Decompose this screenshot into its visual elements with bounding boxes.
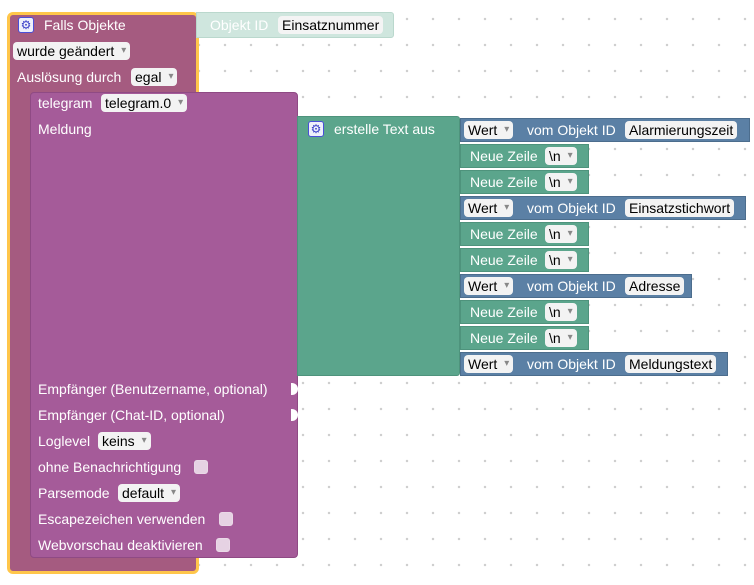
meldung-label: Meldung [38,121,92,137]
objekt-field-2[interactable]: Einsatzstichwort [625,199,735,217]
objekt-id-field[interactable]: Einsatznummer [278,16,384,34]
trigger-title: Falls Objekte [44,17,126,33]
newline-label-5: Neue Zeile [470,304,538,320]
escapezeichen-label: Escapezeichen verwenden [38,511,206,527]
text-builder-block[interactable] [297,116,460,376]
parsemode-label: Parsemode [38,485,110,501]
webvorschau-checkbox[interactable] [216,538,230,552]
telegram-block[interactable] [30,92,298,558]
text-builder-title: erstelle Text aus [334,121,435,137]
newline-dropdown-2[interactable]: \n [545,173,577,191]
ohne-benachrichtigung-checkbox[interactable] [194,460,208,474]
loglevel-label: Loglevel [38,433,91,449]
newline-label-4: Neue Zeile [470,252,538,268]
escapezeichen-checkbox[interactable] [219,512,233,526]
vom-objekt-label-2: vom Objekt ID [527,200,616,216]
objekt-id-label: Objekt ID [210,17,269,33]
objekt-field-4[interactable]: Meldungstext [625,355,717,373]
objekt-field-3[interactable]: Adresse [625,277,685,295]
newline-dropdown-3[interactable]: \n [545,225,577,243]
wert-dropdown-2[interactable]: Wert [464,199,514,217]
newline-label-6: Neue Zeile [470,330,538,346]
empfaenger-chat-label: Empfänger (Chat-ID, optional) [38,407,225,423]
wert-dropdown-1[interactable]: Wert [464,121,514,139]
empfaenger-chat-socket[interactable] [291,409,298,421]
newline-dropdown-4[interactable]: \n [545,251,577,269]
newline-dropdown-1[interactable]: \n [545,147,577,165]
newline-label-1: Neue Zeile [470,148,538,164]
auslosung-dropdown[interactable]: egal [131,68,178,86]
vom-objekt-label-3: vom Objekt ID [527,278,616,294]
newline-label-2: Neue Zeile [470,174,538,190]
auslosung-label: Auslösung durch [17,69,122,85]
loglevel-dropdown[interactable]: keins [98,432,151,450]
wert-dropdown-4[interactable]: Wert [464,355,514,373]
parsemode-dropdown[interactable]: default [118,484,181,502]
newline-label-3: Neue Zeile [470,226,538,242]
newline-dropdown-6[interactable]: \n [545,329,577,347]
telegram-instance-dropdown[interactable]: telegram.0 [101,94,188,112]
ohne-benachrichtigung-label: ohne Benachrichtigung [38,459,182,475]
newline-dropdown-5[interactable]: \n [545,303,577,321]
wert-dropdown-3[interactable]: Wert [464,277,514,295]
objekt-field-1[interactable]: Alarmierungszeit [625,121,738,139]
empfaenger-user-socket[interactable] [291,383,298,395]
telegram-label: telegram [38,95,93,111]
trigger-gear-icon[interactable]: ⚙ [18,17,34,33]
webvorschau-label: Webvorschau deaktivieren [38,537,203,553]
vom-objekt-label-4: vom Objekt ID [527,356,616,372]
vom-objekt-label-1: vom Objekt ID [527,122,616,138]
event-dropdown[interactable]: wurde geändert [13,42,131,60]
text-builder-gear-icon[interactable]: ⚙ [308,121,324,137]
empfaenger-user-label: Empfänger (Benutzername, optional) [38,381,268,397]
